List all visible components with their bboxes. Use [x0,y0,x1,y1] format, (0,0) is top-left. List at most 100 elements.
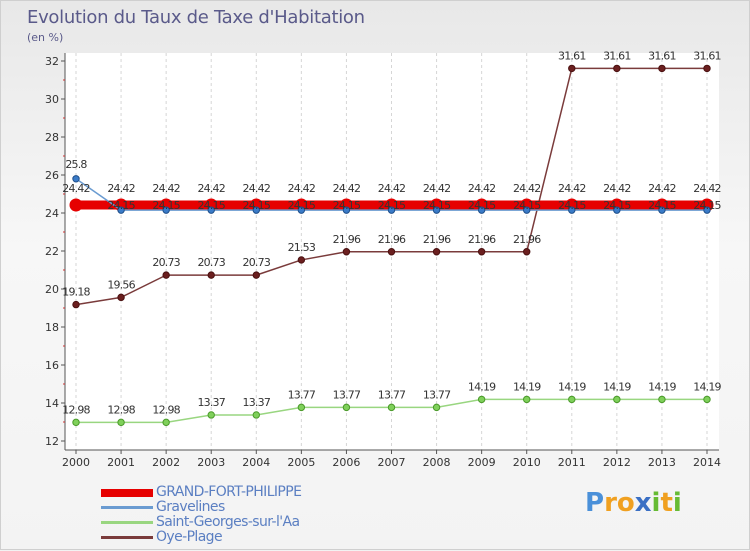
data-point-gravelines [342,206,351,214]
y-tick-label: 26 [45,169,59,182]
data-label-grand-fort-philippe: 24.42 [107,182,135,195]
data-label-gravelines: 24.15 [152,199,180,212]
data-label-gravelines: 24.15 [107,199,135,212]
data-point-oye-plage [297,256,306,264]
data-point-saint-georges-sur-l-aa [117,418,125,427]
data-label-oye-plage: 21.96 [468,233,496,246]
x-tick-label: 2001 [107,456,135,469]
data-point-gravelines [703,206,711,214]
data-label-grand-fort-philippe: 24.42 [558,182,586,195]
data-point-oye-plage [207,271,215,279]
data-point-oye-plage [568,64,576,73]
data-label-oye-plage: 21.53 [288,241,316,254]
data-label-saint-georges-sur-l-aa: 14.19 [558,380,586,393]
data-label-saint-georges-sur-l-aa: 13.77 [288,388,316,401]
data-point-gravelines [117,206,125,214]
y-tick-label: 18 [45,321,59,334]
data-label-gravelines: 25.8 [65,158,87,171]
data-label-saint-georges-sur-l-aa: 13.37 [243,396,271,409]
data-label-grand-fort-philippe: 24.42 [423,182,451,195]
data-label-saint-georges-sur-l-aa: 12.98 [152,403,180,416]
data-point-oye-plage [703,64,711,73]
data-label-gravelines: 24.15 [378,199,406,212]
data-point-gravelines [432,206,441,214]
data-point-saint-georges-sur-l-aa [297,403,306,412]
data-label-saint-georges-sur-l-aa: 13.37 [197,396,225,409]
data-point-oye-plage [342,248,351,256]
chart-title: Evolution du Taux de Taxe d'Habitation [27,7,365,28]
legend-label: Oye-Plage [156,529,223,545]
y-tick-label: 16 [45,359,59,372]
data-label-grand-fort-philippe: 24.42 [603,182,631,195]
legend-label: Gravelines [156,499,225,515]
data-label-grand-fort-philippe: 24.42 [378,182,406,195]
data-label-grand-fort-philippe: 24.42 [152,182,180,195]
x-tick-label: 2003 [197,456,225,469]
data-point-saint-georges-sur-l-aa [703,395,711,404]
legend-label: Saint-Georges-sur-l'Aa [156,514,300,530]
data-label-gravelines: 24.15 [648,199,676,212]
x-tick-label: 2006 [332,456,360,469]
data-label-grand-fort-philippe: 24.42 [243,182,271,195]
data-point-gravelines [387,206,396,214]
data-label-oye-plage: 21.96 [423,233,451,246]
data-point-saint-georges-sur-l-aa [162,418,170,427]
data-label-saint-georges-sur-l-aa: 13.77 [333,388,361,401]
data-point-oye-plage [162,271,170,279]
x-tick-label: 2010 [513,456,541,469]
data-label-gravelines: 24.15 [513,199,541,212]
data-point-oye-plage [72,300,80,309]
data-point-gravelines [297,206,306,214]
data-point-gravelines [658,206,666,214]
data-label-oye-plage: 21.96 [333,233,361,246]
y-axis-unit: (en %) [27,31,64,44]
data-point-oye-plage [432,248,441,256]
data-point-saint-georges-sur-l-aa [523,395,531,404]
legend-swatch [101,489,153,497]
data-label-gravelines: 24.15 [603,199,631,212]
data-label-grand-fort-philippe: 24.42 [648,182,676,195]
logo-letter: o [616,488,635,518]
logo-letter: r [604,488,617,518]
data-label-oye-plage: 21.96 [513,233,541,246]
logo-letter: x [634,488,652,518]
data-label-saint-georges-sur-l-aa: 12.98 [62,403,90,416]
data-label-oye-plage: 19.56 [107,278,135,291]
data-point-gravelines [72,175,80,183]
data-label-gravelines: 24.15 [423,199,451,212]
legend-swatch [101,506,153,509]
x-tick-label: 2009 [468,456,496,469]
data-label-grand-fort-philippe: 24.42 [197,182,225,195]
y-tick-label: 32 [45,55,59,68]
data-label-saint-georges-sur-l-aa: 14.19 [693,380,721,393]
data-point-saint-georges-sur-l-aa [252,411,260,419]
data-label-grand-fort-philippe: 24.42 [513,182,541,195]
data-point-gravelines [162,206,170,214]
x-tick-label: 2014 [693,456,721,469]
legend-swatch [101,521,153,524]
data-point-saint-georges-sur-l-aa [568,395,576,404]
x-tick-label: 2008 [423,456,451,469]
data-label-saint-georges-sur-l-aa: 14.19 [603,380,631,393]
x-tick-label: 2012 [603,456,631,469]
data-label-oye-plage: 31.61 [558,49,586,62]
data-label-saint-georges-sur-l-aa: 13.77 [378,388,406,401]
data-point-oye-plage [117,293,125,302]
legend-label: GRAND-FORT-PHILIPPE [156,484,302,500]
x-tick-label: 2007 [378,456,406,469]
data-label-grand-fort-philippe: 24.42 [468,182,496,195]
data-point-saint-georges-sur-l-aa [72,418,80,427]
data-point-oye-plage [477,248,486,256]
data-point-oye-plage [613,64,621,73]
data-label-saint-georges-sur-l-aa: 14.19 [513,380,541,393]
data-label-saint-georges-sur-l-aa: 14.19 [468,380,496,393]
data-label-grand-fort-philippe: 24.42 [693,182,721,195]
data-point-saint-georges-sur-l-aa [207,411,215,419]
data-point-grand-fort-philippe [69,198,83,212]
legend-swatch [101,536,153,539]
data-label-oye-plage: 31.61 [603,49,631,62]
data-point-saint-georges-sur-l-aa [387,403,396,412]
x-tick-label: 2000 [62,456,90,469]
data-label-gravelines: 24.15 [288,199,316,212]
